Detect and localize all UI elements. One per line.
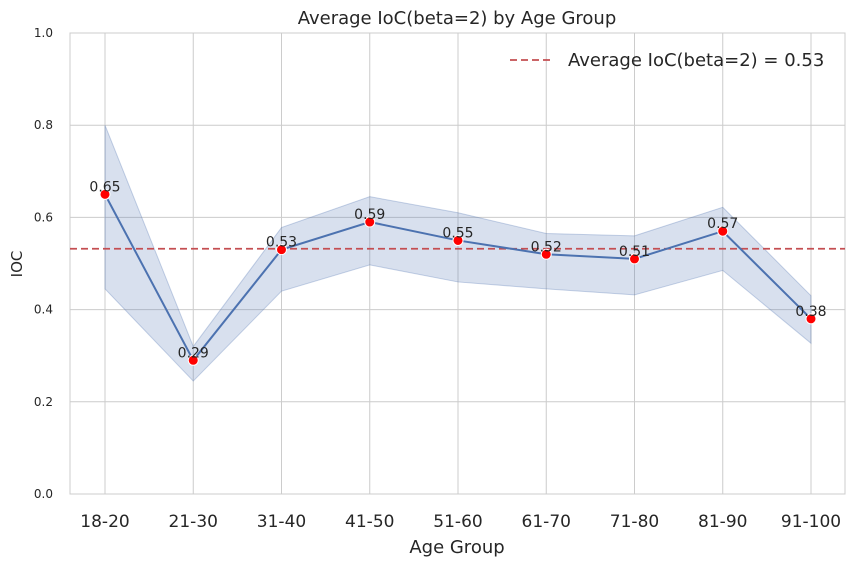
x-tick-label: 81-90 [698, 512, 747, 532]
y-tick-label: 0.2 [34, 395, 53, 409]
x-tick-label: 71-80 [610, 512, 659, 532]
data-labels: 0.65 0.29 0.53 0.59 0.55 0.52 0.51 0.57 0.38 [89, 179, 826, 361]
data-label-91-100: 0.38 [795, 304, 826, 320]
data-label-31-40: 0.53 [266, 235, 297, 251]
data-label-41-50: 0.59 [354, 207, 385, 223]
y-tick-label: 0.0 [34, 487, 53, 501]
data-label-71-80: 0.51 [619, 244, 650, 260]
data-point-18-20 [99, 188, 111, 200]
y-tick-label: 0.4 [34, 303, 53, 317]
y-tick-label: 1.0 [34, 26, 53, 40]
data-point-71-80 [629, 253, 640, 265]
data-point-21-30 [187, 354, 199, 366]
chart-title: Average IoC(beta=2) by Age Group [298, 8, 617, 29]
data-point-51-60 [452, 234, 464, 246]
data-label-51-60: 0.55 [442, 225, 473, 241]
data-point-31-40 [276, 244, 287, 256]
data-label-81-90: 0.57 [707, 216, 738, 232]
data-label-21-30: 0.29 [178, 345, 209, 361]
data-point-41-50 [364, 216, 376, 228]
legend: Average IoC(beta=2) = 0.53 [510, 50, 824, 71]
data-label-61-70: 0.52 [531, 239, 562, 255]
grid [70, 32, 845, 495]
data-point-81-90 [717, 225, 729, 237]
x-tick-labels: 18-20 21-30 31-40 41-50 51-60 61-70 71-80 81-90… [80, 512, 841, 532]
data-points [99, 188, 817, 366]
y-tick-label: 0.8 [34, 118, 53, 132]
y-tick-label: 0.6 [34, 210, 53, 224]
data-point-61-70 [540, 248, 552, 260]
x-axis-label: Age Group [409, 537, 504, 558]
x-tick-label: 51-60 [433, 512, 482, 532]
data-point-91-100 [805, 313, 817, 325]
x-tick-label: 31-40 [257, 512, 306, 532]
y-axis-label: IOC [8, 251, 26, 278]
x-tick-label: 61-70 [522, 512, 571, 532]
x-tick-label: 18-20 [80, 512, 129, 532]
data-label-18-20: 0.65 [89, 179, 120, 195]
x-tick-label: 41-50 [345, 512, 394, 532]
confidence-band [104, 125, 812, 382]
x-tick-label: 21-30 [169, 512, 218, 532]
legend-label: Average IoC(beta=2) = 0.53 [568, 50, 824, 71]
y-tick-labels: 0.0 0.2 0.4 0.6 0.8 1.0 [34, 26, 53, 501]
x-tick-label: 91-100 [781, 512, 841, 532]
